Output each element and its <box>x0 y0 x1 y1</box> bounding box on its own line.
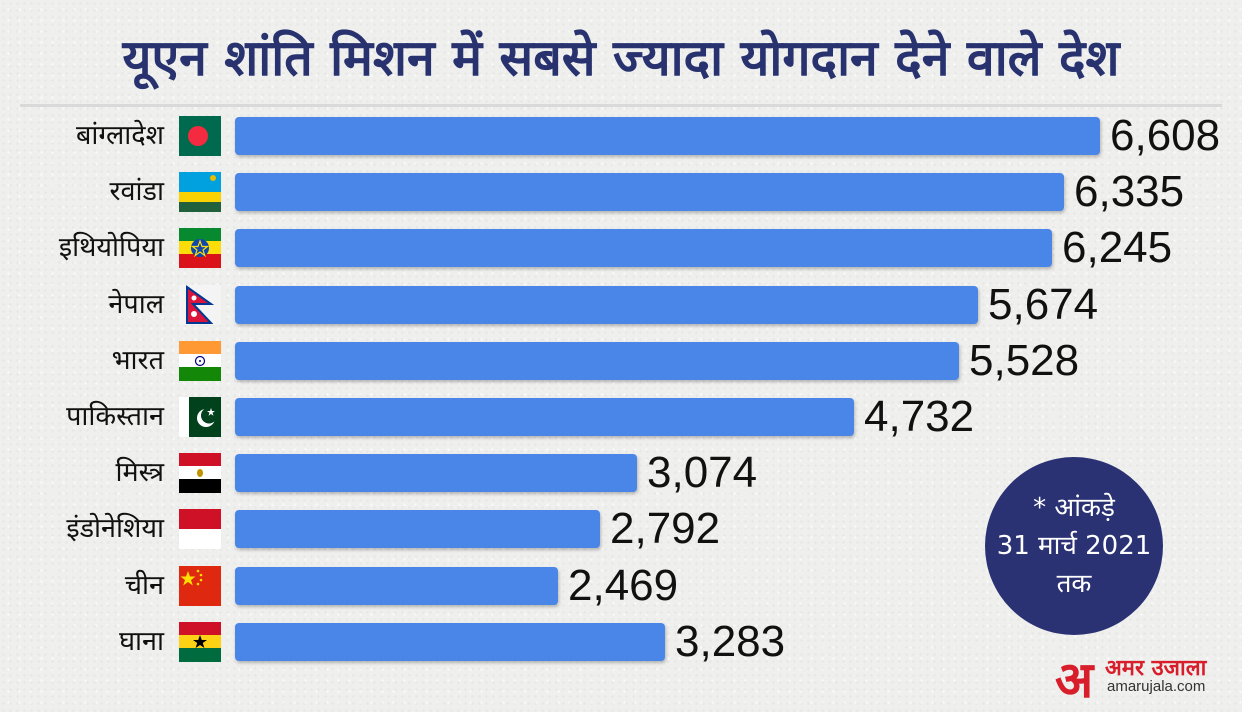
bangladesh-flag <box>179 116 221 156</box>
bar <box>235 117 1100 155</box>
category-label: रवांडा <box>109 176 165 208</box>
category-label: बांग्लादेश <box>76 120 164 151</box>
value-label: 2,469 <box>568 560 679 610</box>
note-line-1: * आंकड़े <box>1033 493 1115 523</box>
value-label: 6,608 <box>1110 111 1221 160</box>
bar <box>235 566 558 605</box>
category-label: नेपाल <box>108 288 164 320</box>
title-divider <box>20 104 1222 107</box>
logo-domain: amarujala.com <box>1107 678 1206 695</box>
rwanda-flag <box>179 172 221 213</box>
bar-row: नेपाल 5,674 <box>0 279 1242 329</box>
value-label: 4,732 <box>864 392 975 441</box>
bar <box>235 454 637 493</box>
bar-row: घाना 3,283 <box>0 616 1242 666</box>
category-label: चीन <box>124 569 164 601</box>
value-label: 2,792 <box>610 504 721 554</box>
bar-row: चीन 2,469 <box>0 560 1242 610</box>
category-label: भारत <box>111 344 164 376</box>
category-label: पाकिस्तान <box>66 401 164 432</box>
bar-row: पाकिस्तान 4,732 <box>0 392 1242 441</box>
ethiopia-flag <box>179 228 221 269</box>
bar-row: रवांडा 6,335 <box>0 167 1242 217</box>
category-label: घाना <box>119 625 164 657</box>
logo-mark: अ <box>1055 650 1094 709</box>
ghana-flag <box>179 621 221 662</box>
note-line-2: 31 मार्च 2021 <box>996 531 1152 561</box>
china-flag <box>179 565 221 606</box>
category-label: इंडोनेशिया <box>66 513 164 545</box>
indonesia-flag <box>179 509 221 550</box>
note-line-3: तक <box>1056 569 1092 599</box>
bar <box>235 173 1064 212</box>
value-label: 5,674 <box>988 279 1099 329</box>
bar-row: मिस्त्र 3,074 <box>0 448 1242 498</box>
bar-row: भारत 5,528 <box>0 335 1242 385</box>
value-label: 3,283 <box>675 616 786 666</box>
amar-ujala-logo: अ अमर उजाला amarujala.com <box>1055 650 1240 709</box>
category-label: इथियोपिया <box>58 232 164 264</box>
india-flag <box>179 340 221 381</box>
value-label: 6,335 <box>1074 167 1185 217</box>
bar <box>235 510 600 549</box>
bar <box>235 398 854 436</box>
egypt-flag <box>179 453 221 494</box>
pakistan-flag <box>179 397 221 437</box>
bar <box>235 229 1052 268</box>
chart-title: यूएन शांति मिशन में सबसे ज्यादा योगदान द… <box>122 29 1120 87</box>
nepal-flag <box>179 284 221 325</box>
value-label: 6,245 <box>1062 223 1173 273</box>
bar <box>235 341 959 380</box>
bar-row: बांग्लादेश 6,608 <box>0 111 1242 160</box>
bar <box>235 622 665 661</box>
logo-hindi-text: अमर उजाला <box>1105 656 1207 681</box>
bar <box>235 285 978 324</box>
bar-row: इंडोनेशिया 2,792 <box>0 504 1242 554</box>
value-label: 3,074 <box>647 448 758 498</box>
category-label: मिस्त्र <box>115 457 164 489</box>
value-label: 5,528 <box>969 335 1080 385</box>
bar-row: इथियोपिया 6,245 <box>0 223 1242 273</box>
date-note-badge: * आंकड़े 31 मार्च 2021 तक <box>985 457 1163 635</box>
